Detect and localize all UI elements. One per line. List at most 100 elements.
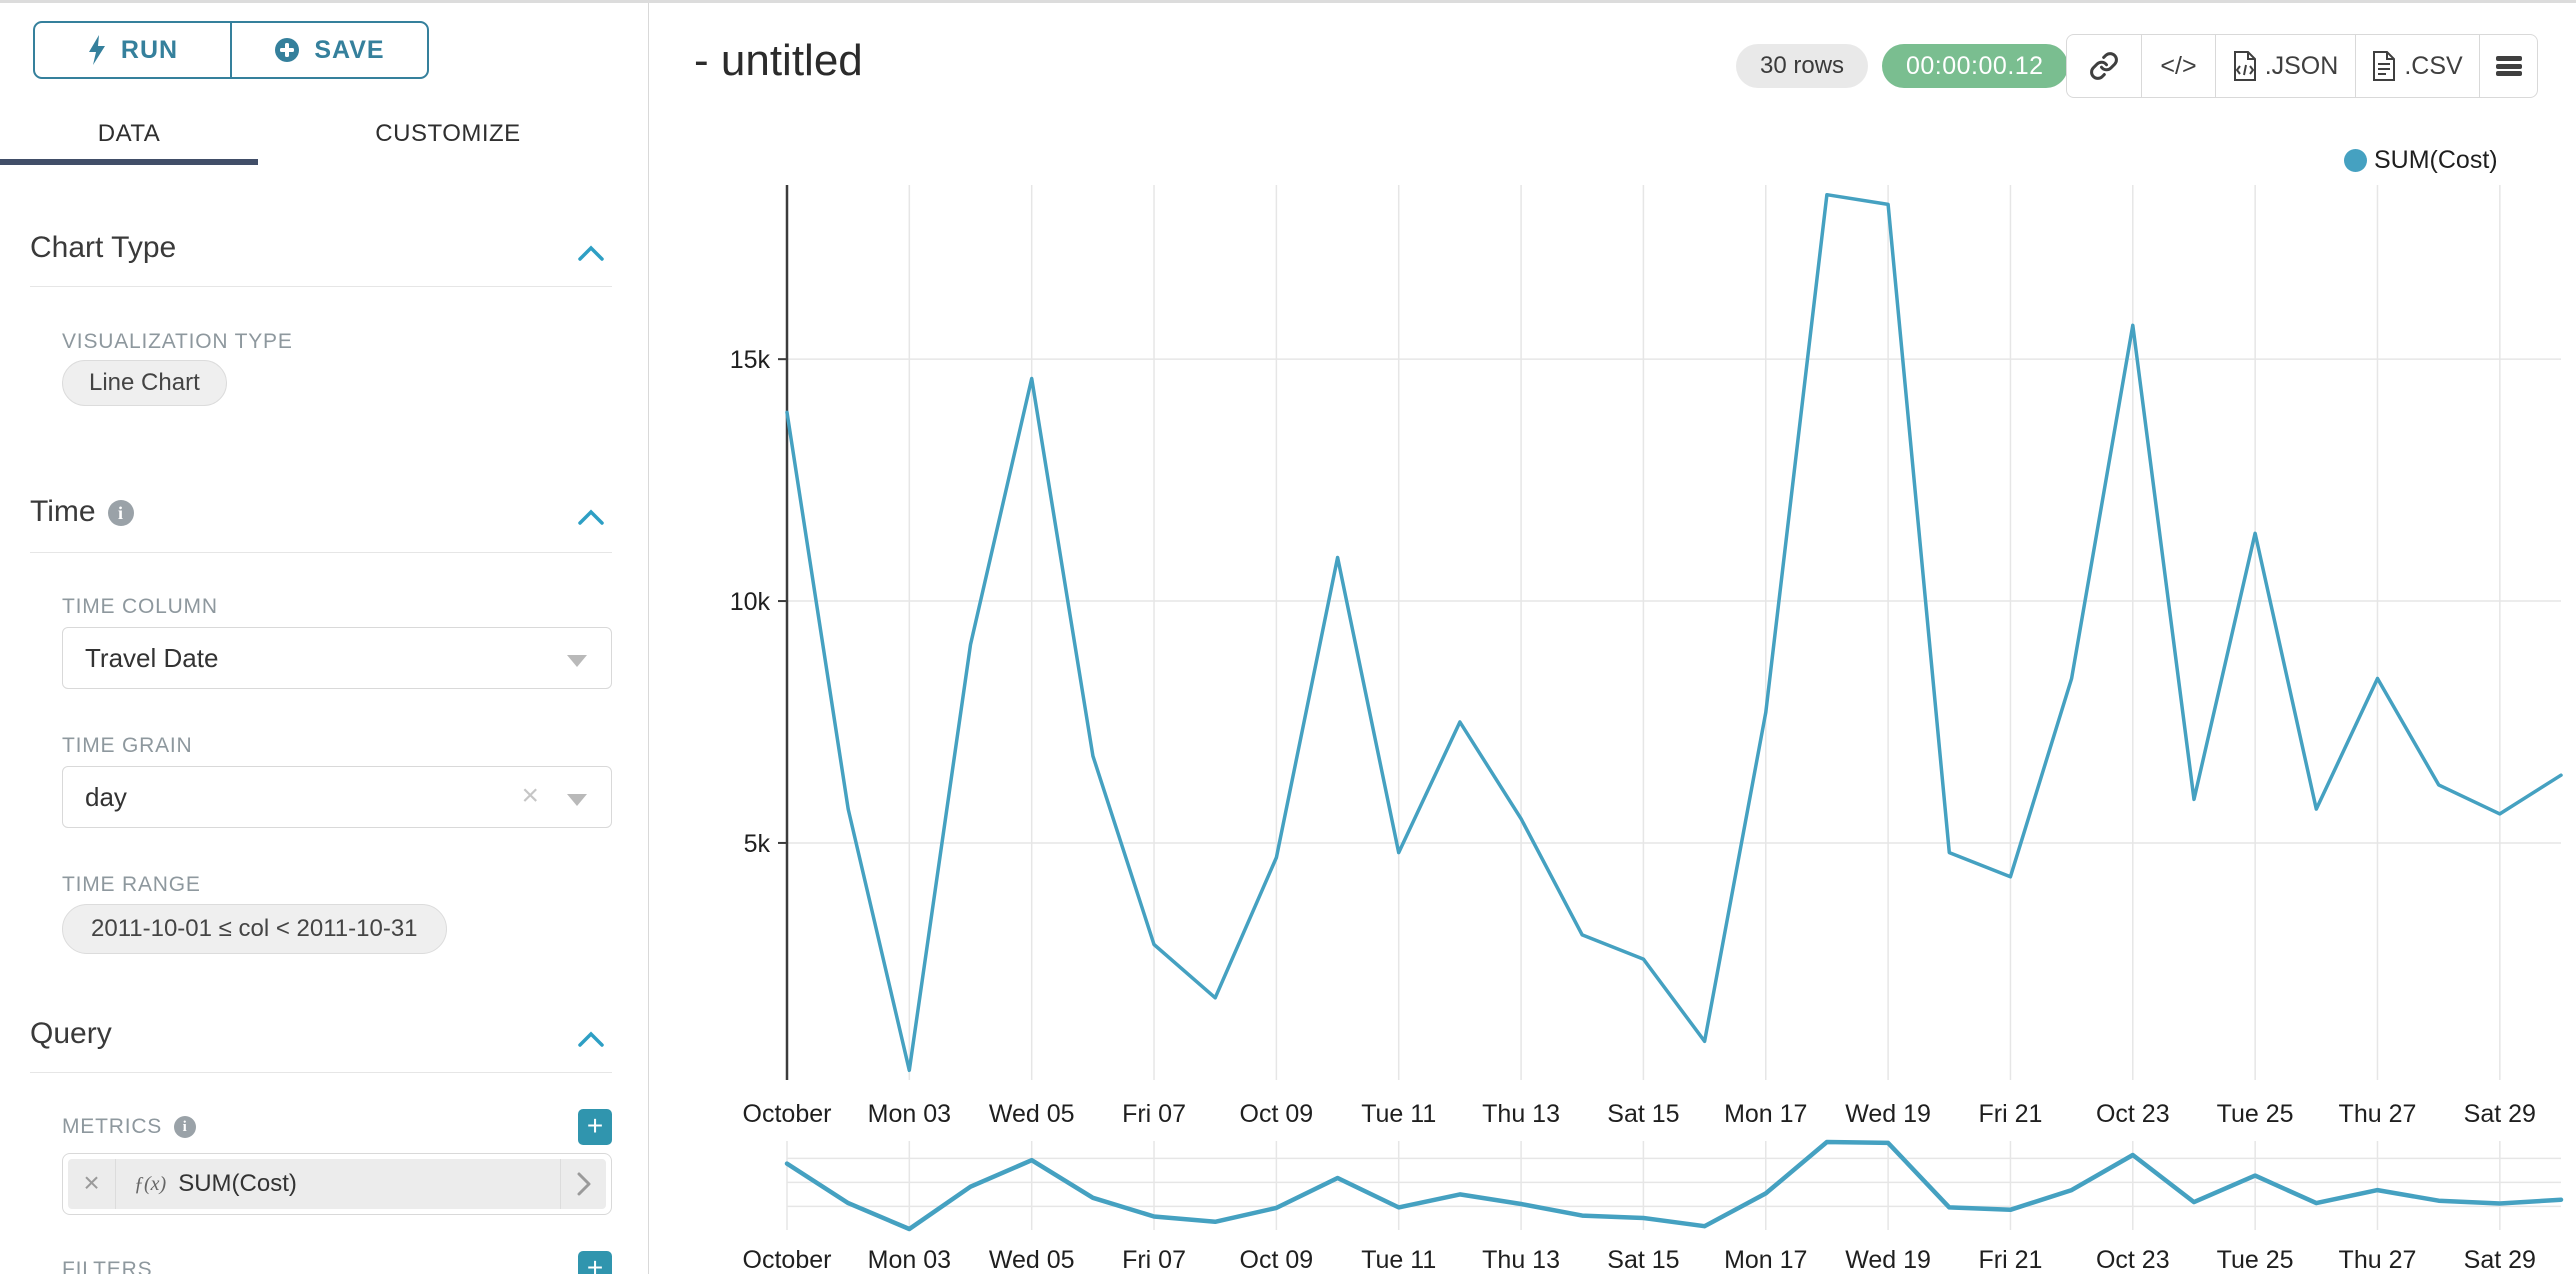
svg-text:Thu 27: Thu 27: [2339, 1246, 2417, 1274]
svg-text:Wed 19: Wed 19: [1845, 1246, 1931, 1274]
svg-text:Thu 13: Thu 13: [1482, 1246, 1560, 1274]
svg-text:Oct 23: Oct 23: [2096, 1246, 2170, 1274]
time-section-title-text: Time: [30, 495, 96, 528]
legend-series-label: SUM(Cost): [2374, 146, 2498, 174]
query-section-title: Query: [30, 1017, 112, 1050]
svg-text:Mon 17: Mon 17: [1724, 1246, 1807, 1274]
visualization-type-label: VISUALIZATION TYPE: [62, 330, 293, 353]
time-column-label: TIME COLUMN: [62, 595, 218, 618]
control-sidebar: RUN SAVE DATA CUSTOMIZE Chart Type VISUA…: [0, 3, 649, 1274]
export-json-button[interactable]: .JSON: [2215, 35, 2355, 97]
chevron-up-icon[interactable]: [578, 245, 604, 266]
view-query-button[interactable]: </>: [2141, 35, 2215, 97]
metrics-label: METRICS i: [62, 1115, 197, 1139]
csv-button-label: .CSV: [2404, 51, 2463, 80]
svg-text:Tue 11: Tue 11: [1361, 1246, 1436, 1274]
time-grain-value: day: [85, 782, 127, 812]
export-csv-button[interactable]: .CSV: [2355, 35, 2479, 97]
chart-title[interactable]: - untitled: [694, 36, 863, 85]
info-icon: i: [107, 500, 134, 526]
svg-text:Fri 21: Fri 21: [1978, 1246, 2042, 1274]
svg-text:10k: 10k: [730, 588, 771, 616]
export-toolbar: </> .JSON .CSV: [2066, 34, 2538, 98]
section-divider: [30, 1072, 612, 1073]
time-column-value: Travel Date: [85, 643, 219, 673]
time-grain-select[interactable]: day ×: [62, 766, 612, 828]
visualization-type-value[interactable]: Line Chart: [62, 360, 227, 406]
svg-text:Wed 05: Wed 05: [989, 1100, 1075, 1128]
share-link-button[interactable]: [2067, 35, 2141, 97]
file-icon: [2373, 51, 2396, 81]
remove-metric-icon[interactable]: ×: [68, 1159, 116, 1209]
file-icon: [2233, 51, 2256, 81]
legend-item[interactable]: SUM(Cost): [2344, 146, 2498, 175]
query-timer-badge: 00:00:00.12: [1882, 44, 2068, 88]
time-grain-label: TIME GRAIN: [62, 734, 193, 757]
plus-circle-icon: [275, 38, 300, 62]
filters-label: FILTERS: [62, 1258, 153, 1274]
svg-text:Sat 15: Sat 15: [1607, 1100, 1679, 1128]
svg-text:Wed 05: Wed 05: [989, 1246, 1075, 1274]
svg-text:Tue 25: Tue 25: [2217, 1100, 2294, 1128]
svg-text:15k: 15k: [730, 346, 771, 374]
clear-icon[interactable]: ×: [521, 779, 539, 812]
run-button[interactable]: RUN: [35, 23, 230, 77]
legend-series-dot: [2344, 149, 2367, 172]
time-section-title: Time i: [30, 495, 134, 529]
svg-text:Sat 29: Sat 29: [2464, 1246, 2536, 1274]
svg-text:Sat 15: Sat 15: [1607, 1246, 1679, 1274]
svg-text:Mon 03: Mon 03: [868, 1246, 951, 1274]
json-button-label: .JSON: [2264, 51, 2339, 80]
section-divider: [30, 286, 612, 287]
chevron-up-icon[interactable]: [578, 1031, 604, 1052]
svg-text:Oct 09: Oct 09: [1240, 1246, 1314, 1274]
chart-menu-button[interactable]: [2479, 35, 2537, 97]
tab-customize[interactable]: CUSTOMIZE: [375, 120, 521, 147]
svg-text:Tue 11: Tue 11: [1361, 1100, 1436, 1128]
add-filter-button[interactable]: +: [578, 1251, 612, 1274]
svg-text:Mon 03: Mon 03: [868, 1100, 951, 1128]
run-button-label: RUN: [120, 35, 179, 64]
code-icon: </>: [2160, 51, 2197, 80]
svg-text:5k: 5k: [744, 830, 771, 858]
chart-type-section-title: Chart Type: [30, 231, 177, 264]
top-border: [0, 0, 2576, 3]
svg-text:Fri 21: Fri 21: [1978, 1100, 2042, 1128]
svg-text:October: October: [743, 1100, 832, 1128]
add-metric-button[interactable]: +: [578, 1109, 612, 1145]
svg-text:Oct 09: Oct 09: [1240, 1100, 1314, 1128]
metric-value: SUM(Cost): [178, 1170, 297, 1197]
svg-text:Oct 23: Oct 23: [2096, 1100, 2170, 1128]
section-divider: [30, 552, 612, 553]
caret-down-icon: [567, 794, 587, 806]
tab-data[interactable]: DATA: [97, 120, 161, 147]
hamburger-icon: [2495, 54, 2522, 79]
time-range-label: TIME RANGE: [62, 873, 201, 896]
time-column-select[interactable]: Travel Date: [62, 627, 612, 689]
svg-text:Tue 25: Tue 25: [2217, 1246, 2294, 1274]
function-icon: ƒ(x): [134, 1172, 167, 1195]
row-count-badge: 30 rows: [1736, 44, 1869, 88]
run-save-button-group: RUN SAVE: [33, 21, 429, 79]
mini-brush-chart[interactable]: October Mon 03 Wed 05 Fri 07 Oct 09 Tue 11 Thu…: [650, 1128, 2576, 1274]
lightning-icon: [88, 35, 105, 65]
link-icon: [2090, 52, 2118, 80]
metric-control[interactable]: × ƒ(x) SUM(Cost): [62, 1153, 612, 1215]
svg-text:Sat 29: Sat 29: [2464, 1100, 2536, 1128]
chevron-up-icon[interactable]: [578, 509, 604, 530]
expand-metric-icon[interactable]: [560, 1159, 606, 1209]
time-range-value[interactable]: 2011-10-01 ≤ col < 2011-10-31: [62, 904, 447, 954]
svg-text:Thu 27: Thu 27: [2339, 1100, 2417, 1128]
save-button-label: SAVE: [314, 35, 385, 64]
main-chart[interactable]: 5k 10k 15k October Mon 03 Wed 05 Fri 07 Oct 09 T…: [650, 130, 2576, 1130]
save-button[interactable]: SAVE: [230, 23, 427, 77]
caret-down-icon: [567, 655, 587, 667]
svg-text:Mon 17: Mon 17: [1724, 1100, 1807, 1128]
svg-text:October: October: [743, 1246, 832, 1274]
svg-text:Fri 07: Fri 07: [1122, 1246, 1186, 1274]
metric-pill: × ƒ(x) SUM(Cost): [68, 1159, 606, 1209]
svg-text:Thu 13: Thu 13: [1482, 1100, 1560, 1128]
active-tab-underline: [0, 159, 258, 165]
metrics-label-text: METRICS: [62, 1115, 163, 1138]
